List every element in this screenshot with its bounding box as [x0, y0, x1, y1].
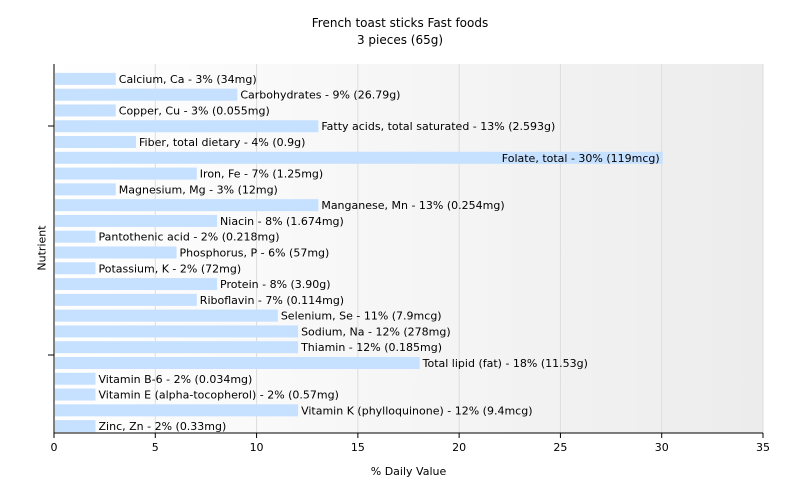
bar [55, 246, 177, 259]
x-tick-label: 20 [452, 441, 466, 454]
x-tick-label: 35 [756, 441, 770, 454]
bar-label: Carbohydrates - 9% (26.79g) [240, 89, 400, 102]
bar [55, 372, 96, 385]
x-tick-label: 15 [351, 441, 365, 454]
bar [55, 278, 218, 291]
bar-label: Riboflavin - 7% (0.114mg) [200, 294, 344, 307]
bar-label: Sodium, Na - 12% (278mg) [301, 325, 451, 338]
bar [55, 120, 319, 133]
bar-label: Fiber, total dietary - 4% (0.9g) [139, 136, 305, 149]
chart-title: French toast sticks Fast foods [311, 16, 489, 30]
bar [55, 356, 420, 369]
x-tick-label: 0 [51, 441, 58, 454]
x-tick-label: 10 [250, 441, 264, 454]
bar [55, 325, 299, 338]
bar-label: Vitamin B-6 - 2% (0.034mg) [99, 373, 253, 386]
x-tick-label: 5 [152, 441, 159, 454]
bar [55, 104, 116, 117]
bar [55, 341, 299, 354]
y-axis-label: Nutrient [35, 225, 49, 271]
bar [55, 309, 278, 322]
bar-label: Selenium, Se - 11% (7.9mcg) [281, 310, 442, 323]
bar-label: Vitamin E (alpha-tocopherol) - 2% (0.57m… [99, 389, 339, 402]
bar-label: Vitamin K (phylloquinone) - 12% (9.4mcg) [301, 404, 532, 417]
bar-label: Total lipid (fat) - 18% (11.53g) [422, 357, 588, 370]
bar [55, 72, 116, 85]
bar-label: Folate, total - 30% (119mcg) [502, 152, 660, 165]
x-tick-label: 30 [655, 441, 669, 454]
bar [55, 199, 319, 212]
bar [55, 214, 218, 227]
bar [55, 420, 96, 433]
x-axis-label: % Daily Value [370, 465, 447, 478]
bar-label: Calcium, Ca - 3% (34mg) [119, 73, 257, 86]
bar [55, 151, 663, 164]
bar-label: Phosphorus, P - 6% (57mg) [180, 247, 330, 260]
bar-label: Fatty acids, total saturated - 13% (2.59… [321, 120, 555, 133]
chart-subtitle: 3 pieces (65g) [356, 33, 444, 47]
bar [55, 167, 197, 180]
bar [55, 183, 116, 196]
bar-label: Copper, Cu - 3% (0.055mg) [119, 104, 270, 117]
bar [55, 388, 96, 401]
bar-label: Manganese, Mn - 13% (0.254mg) [321, 199, 504, 212]
bar [55, 136, 137, 149]
bar [55, 88, 238, 101]
bar-label: Pantothenic acid - 2% (0.218mg) [99, 231, 280, 244]
bar-label: Magnesium, Mg - 3% (12mg) [119, 183, 278, 196]
bar-label: Zinc, Zn - 2% (0.33mg) [99, 420, 227, 433]
bar-label: Niacin - 8% (1.674mg) [220, 215, 344, 228]
bar-label: Protein - 8% (3.90g) [220, 278, 331, 291]
bar [55, 293, 197, 306]
bar [55, 262, 96, 275]
bar-label: Potassium, K - 2% (72mg) [99, 262, 242, 275]
bar [55, 404, 299, 417]
bar-label: Thiamin - 12% (0.185mg) [300, 341, 442, 354]
x-tick-label: 25 [553, 441, 567, 454]
bar-label: Iron, Fe - 7% (1.25mg) [200, 168, 323, 181]
bar [55, 230, 96, 243]
